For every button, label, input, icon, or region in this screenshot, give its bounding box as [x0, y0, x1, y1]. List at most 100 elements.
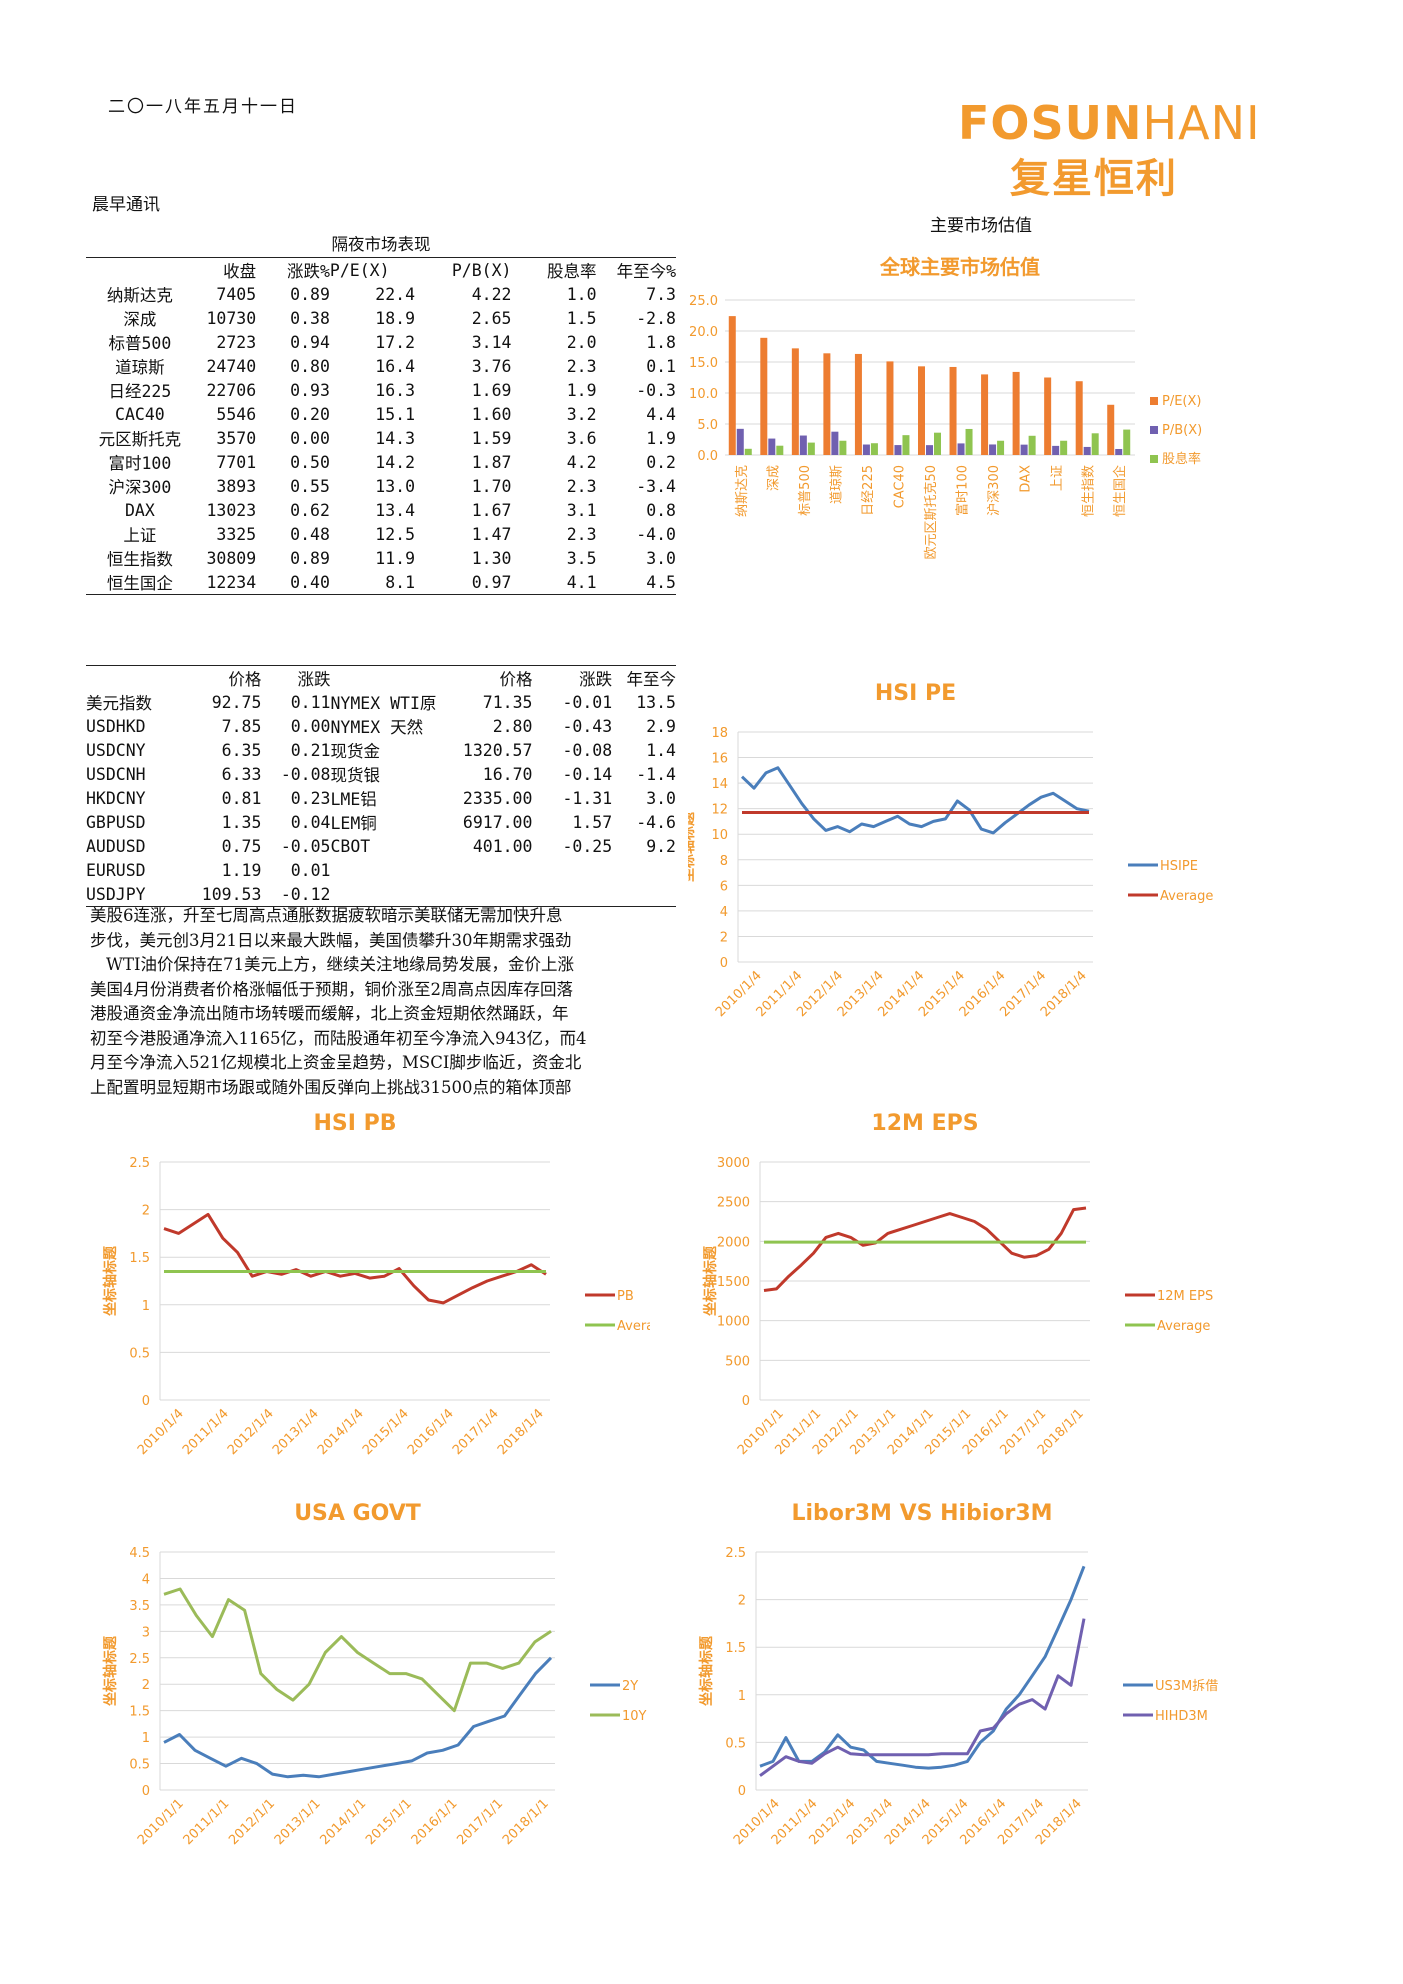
fx-cell	[532, 882, 612, 907]
fx-cell: 7.85	[221, 716, 262, 736]
overnight-cell: 30809	[206, 548, 257, 568]
overnight-header-row: 收盘 涨跌% P/E(X) P/B(X) 股息率 年至今%	[86, 258, 676, 283]
y-tick-label: 3000	[717, 1156, 750, 1171]
overnight-cell: 2.3	[566, 356, 597, 376]
overnight-cell: 11.9	[375, 548, 416, 568]
overnight-cell: 0.48	[290, 524, 330, 544]
fx-cell: NYMEX 天然	[330, 718, 424, 737]
overnight-market-table: 隔夜市场表现 收盘 涨跌% P/E(X) P/B(X) 股息率 年至今% 纳斯达克 7405…	[86, 233, 676, 595]
brand-logo-cn: 复星恒利	[1010, 156, 1178, 202]
overnight-table-caption: 隔夜市场表现	[331, 235, 431, 254]
bar	[791, 348, 799, 455]
x-tick-label: 2018/1/4	[495, 1406, 547, 1458]
x-tick-label: 沪深300	[986, 465, 1002, 516]
overnight-header-cell: P/E(X)	[329, 260, 390, 280]
overnight-cell: 2.3	[566, 524, 597, 544]
x-tick-label: CAC40	[892, 465, 907, 508]
overnight-cell: 14.2	[375, 452, 416, 472]
overnight-cell: 3.6	[566, 428, 597, 448]
overnight-cell: 15.1	[375, 404, 416, 424]
y-tick-label: 0	[142, 1784, 150, 1799]
x-tick-label: 富时100	[955, 465, 971, 516]
overnight-cell: 3.0	[646, 548, 676, 568]
table-row: 纳斯达克 7405 0.89 22.4 4.22 1.0 7.3	[86, 282, 676, 306]
legend-label: Average	[1157, 1319, 1210, 1334]
fx-cell: 0.01	[290, 860, 331, 880]
x-tick-label: 2015/1/4	[360, 1406, 412, 1458]
overnight-cell: 18.9	[375, 308, 416, 328]
fx-cell: 9.2	[646, 836, 676, 856]
bar	[823, 353, 831, 455]
legend-label: HIHD3M	[1155, 1709, 1208, 1724]
y-tick-label: 1.5	[129, 1705, 150, 1720]
x-tick-label: 2016/1/4	[405, 1406, 457, 1458]
overnight-cell: CAC40	[115, 404, 165, 424]
bar	[839, 440, 847, 455]
chart-title: HSI PB	[314, 1111, 397, 1136]
fx-cell	[532, 858, 612, 882]
overnight-cell: 标普500	[108, 334, 172, 353]
fx-cell: 1.35	[221, 812, 262, 832]
overnight-cell: 7701	[216, 452, 257, 472]
overnight-cell: 0.50	[290, 452, 330, 472]
table-row: 富时100 7701 0.50 14.2 1.87 4.2 0.2	[86, 450, 676, 474]
table-row: 恒生国企 12234 0.40 8.1 0.97 4.1 4.5	[86, 570, 676, 595]
overnight-cell: 3570	[216, 428, 257, 448]
overnight-cell: 22706	[206, 380, 257, 400]
fx-cell: -0.05	[280, 836, 331, 856]
bar	[854, 353, 862, 455]
bar	[1075, 381, 1083, 455]
y-tick-label: 18	[711, 726, 728, 741]
fx-cell: -0.43	[562, 716, 613, 736]
legend-label: HSIPE	[1160, 859, 1198, 874]
fx-cell: -0.01	[562, 692, 613, 712]
overnight-cell: 0.40	[290, 572, 330, 592]
y-axis-title: 坐标轴标题	[702, 1245, 719, 1316]
y-tick-label: 0.5	[725, 1736, 746, 1751]
overnight-cell: 3.2	[566, 404, 597, 424]
overnight-cell: 2.65	[471, 308, 512, 328]
overnight-cell: 8.1	[385, 572, 416, 592]
y-tick-label: 4.5	[129, 1546, 150, 1561]
y-tick-label: 10.0	[689, 387, 718, 402]
bar	[1123, 429, 1131, 455]
overnight-cell: 1.60	[471, 404, 512, 424]
x-tick-label: 2018/1/1	[500, 1796, 552, 1848]
bar	[1107, 404, 1115, 455]
y-tick-label: 0	[742, 1394, 750, 1409]
legend-swatch	[1150, 397, 1158, 405]
bar	[744, 448, 752, 455]
bar	[997, 440, 1005, 455]
y-tick-label: 6	[720, 879, 728, 894]
fx-cell: 16.70	[482, 764, 533, 784]
market-commentary: 美股6连涨，升至七周高点通胀数据疲软暗示美联储无需加快升息 步伐，美元创3月21日…	[90, 904, 680, 1100]
y-tick-label: 1	[142, 1299, 150, 1314]
overnight-cell: 1.47	[471, 524, 512, 544]
overnight-cell: 4.22	[471, 284, 512, 304]
x-tick-label: 2013/1/1	[272, 1796, 324, 1848]
y-tick-label: 0.5	[129, 1758, 150, 1773]
y-tick-label: 1.5	[129, 1251, 150, 1266]
bar	[1012, 371, 1020, 455]
y-tick-label: 4	[720, 905, 728, 920]
bar	[728, 316, 736, 455]
fx-cell: -4.6	[636, 812, 676, 832]
hsi-pb-line-chart: HSI PB00.511.522.5坐标轴标题2010/1/42011/1/42…	[102, 1111, 650, 1458]
legend-label: US3M拆借	[1155, 1679, 1218, 1694]
x-tick-label: 上证	[1050, 465, 1065, 491]
overnight-cell: -4.0	[636, 524, 676, 544]
overnight-cell: 1.70	[471, 476, 512, 496]
x-tick-label: 2011/1/1	[181, 1796, 233, 1848]
commentary-line: 美国4月份消费者价格涨幅低于预期，铜价涨至2周高点因库存回落	[90, 979, 573, 999]
table-row: HKDCNY 0.81 0.23 LME铝 2335.00 -1.31 3.0	[86, 786, 676, 810]
legend-label: 2Y	[622, 1679, 638, 1694]
table-row: 标普500 2723 0.94 17.2 3.14 2.0 1.8	[86, 330, 676, 354]
overnight-cell: 0.89	[290, 284, 330, 304]
table-row: CAC40 5546 0.20 15.1 1.60 3.2 4.4	[86, 402, 676, 426]
overnight-cell: 16.4	[375, 356, 416, 376]
x-tick-label: 2012/1/1	[226, 1796, 278, 1848]
fx-commodity-table: 价格 涨跌 价格 涨跌 年至今 美元指数 92.75 0.11 NYMEX WTI原 71.35…	[86, 665, 676, 907]
overnight-cell: 元区斯托克	[98, 430, 182, 449]
overnight-cell: 0.1	[646, 356, 676, 376]
overnight-header-cell: P/B(X)	[451, 260, 512, 280]
